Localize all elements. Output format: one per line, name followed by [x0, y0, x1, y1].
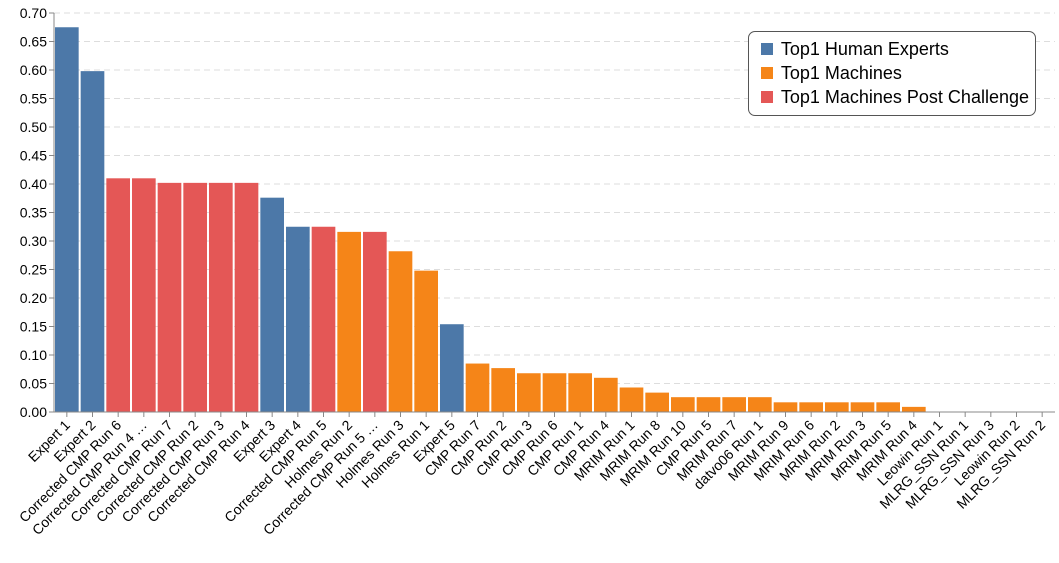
- bar: [645, 392, 669, 412]
- bar: [260, 197, 284, 412]
- bar: [183, 182, 207, 412]
- legend-item-machines-post-challenge: Top1 Machines Post Challenge: [760, 85, 1029, 109]
- legend-item-human-experts: Top1 Human Experts: [760, 37, 1029, 61]
- y-tick-label: 0.60: [20, 62, 47, 78]
- bar: [311, 226, 336, 412]
- bar: [286, 226, 310, 412]
- legend-swatch-machines: [760, 67, 773, 79]
- y-tick-label: 0.15: [20, 319, 47, 335]
- bar: [491, 368, 515, 412]
- bar: [440, 324, 464, 412]
- y-tick-label: 0.65: [20, 34, 47, 50]
- bar: [517, 373, 541, 412]
- y-tick-label: 0.35: [20, 205, 47, 221]
- bar: [850, 402, 875, 412]
- bar: [542, 373, 567, 412]
- bar: [722, 397, 746, 412]
- bar: [414, 270, 438, 412]
- bar: [748, 397, 772, 412]
- y-tick-label: 0.25: [20, 262, 47, 278]
- bar: [773, 402, 798, 412]
- bar: [55, 27, 79, 412]
- bar: [594, 377, 618, 412]
- bar: [106, 178, 130, 412]
- bar: [671, 397, 695, 412]
- y-tick-label: 0.20: [20, 290, 47, 306]
- bar: [799, 402, 823, 412]
- bar: [825, 402, 849, 412]
- bar: [234, 182, 259, 412]
- bar: [80, 71, 105, 412]
- y-tick-label: 0.70: [20, 5, 47, 21]
- bar: [465, 363, 490, 412]
- y-tick-label: 0.30: [20, 233, 47, 249]
- bar: [157, 182, 182, 412]
- legend-item-machines: Top1 Machines: [760, 61, 1029, 85]
- bar: [876, 402, 900, 412]
- y-tick-label: 0.05: [20, 376, 47, 392]
- bar: [363, 231, 387, 412]
- legend: Top1 Human Experts Top1 Machines Top1 Ma…: [747, 31, 1036, 116]
- bar: [209, 182, 233, 412]
- legend-swatch-human-experts: [760, 43, 773, 55]
- legend-label-machines: Top1 Machines: [780, 62, 902, 83]
- bar: [388, 251, 413, 412]
- bar: [696, 397, 721, 412]
- y-tick-label: 0.45: [20, 148, 47, 164]
- bar: [337, 231, 361, 412]
- bar: [619, 387, 644, 412]
- y-tick-label: 0.40: [20, 176, 47, 192]
- bar: [568, 373, 592, 412]
- y-tick-label: 0.55: [20, 91, 47, 107]
- legend-label-machines-post-challenge: Top1 Machines Post Challenge: [780, 86, 1029, 107]
- y-tick-label: 0.50: [20, 119, 47, 135]
- legend-swatch-machines-post-challenge: [760, 91, 773, 103]
- y-tick-label: 0.00: [20, 404, 47, 420]
- bar: [902, 406, 926, 412]
- y-tick-label: 0.10: [20, 347, 47, 363]
- bar: [132, 178, 156, 412]
- legend-label-human-experts: Top1 Human Experts: [780, 38, 949, 59]
